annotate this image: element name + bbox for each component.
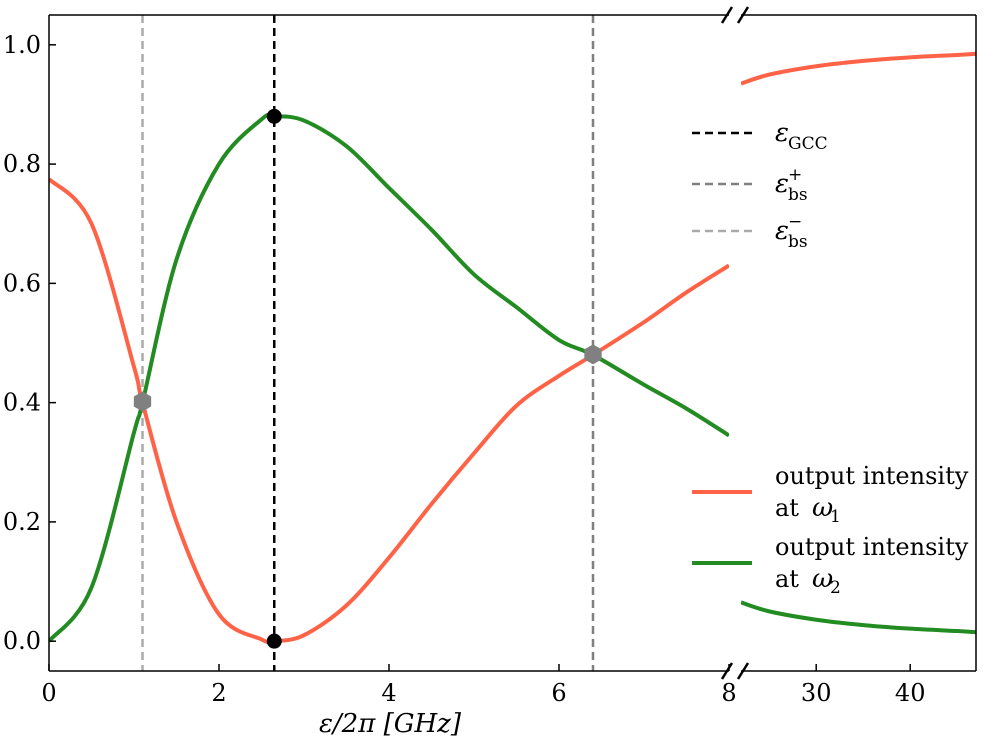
- legend-upper-symbol-0: ε: [775, 118, 789, 148]
- legend-lower-sub-1: 2: [830, 578, 841, 598]
- x-tick-label-left-2: 4: [381, 679, 396, 707]
- y-tick-label-5: 1.0: [3, 31, 41, 59]
- legend-lower-symbol-1: ω: [812, 564, 833, 594]
- legend-lower-line1-0: output intensity: [775, 462, 969, 490]
- legend-upper-sub-1: bs: [788, 185, 808, 205]
- legend-lower-symbol-0: ω: [812, 493, 833, 523]
- marker-hexagon-3: [584, 344, 602, 365]
- legend-upper-symbol-1: ε: [775, 169, 789, 199]
- legend-upper-sup-1: +: [788, 165, 802, 185]
- x-tick-label-left-1: 2: [211, 679, 226, 707]
- y-tick-label-2: 0.4: [3, 389, 41, 417]
- x-tick-label-right-0: 30: [801, 679, 832, 707]
- y-tick-label-0: 0.0: [3, 627, 41, 655]
- y-tick-label-1: 0.2: [3, 508, 41, 536]
- legend-lower-line2-1: at: [775, 565, 799, 593]
- legend-lower-sub-0: 1: [830, 507, 841, 527]
- x-tick-label-right-1: 40: [895, 679, 926, 707]
- axis-break-bottom-b: [736, 662, 750, 680]
- axis-break-top-b: [736, 6, 750, 24]
- series-left-2: [49, 112, 729, 643]
- legend-upper-sub-0: GCC: [788, 134, 828, 154]
- x-tick-label-left-3: 6: [551, 679, 566, 707]
- legend-lower-line1-1: output intensity: [775, 533, 969, 561]
- marker-point-1: [266, 633, 282, 649]
- axis-break-bottom-a: [720, 662, 734, 680]
- legend-upper-symbol-2: ε: [775, 216, 789, 246]
- x-tick-label-left-0: 0: [41, 679, 56, 707]
- legend-upper-sub-2: bs: [788, 232, 808, 252]
- series-right-1: [741, 51, 976, 86]
- series-left-1: [49, 177, 729, 645]
- y-tick-label-4: 0.8: [3, 150, 41, 178]
- x-axis-label: ε/2π [GHz]: [319, 709, 462, 739]
- legend-upper-sup-2: −: [788, 212, 802, 232]
- axis-break-top-a: [720, 6, 734, 24]
- marker-point-0: [266, 108, 282, 124]
- series-right-2: [741, 600, 976, 635]
- y-tick-label-3: 0.6: [3, 269, 41, 297]
- x-tick-label-left-4: 8: [721, 679, 736, 707]
- legend-lower-line2-0: at: [775, 494, 799, 522]
- marker-hexagon-2: [133, 391, 152, 412]
